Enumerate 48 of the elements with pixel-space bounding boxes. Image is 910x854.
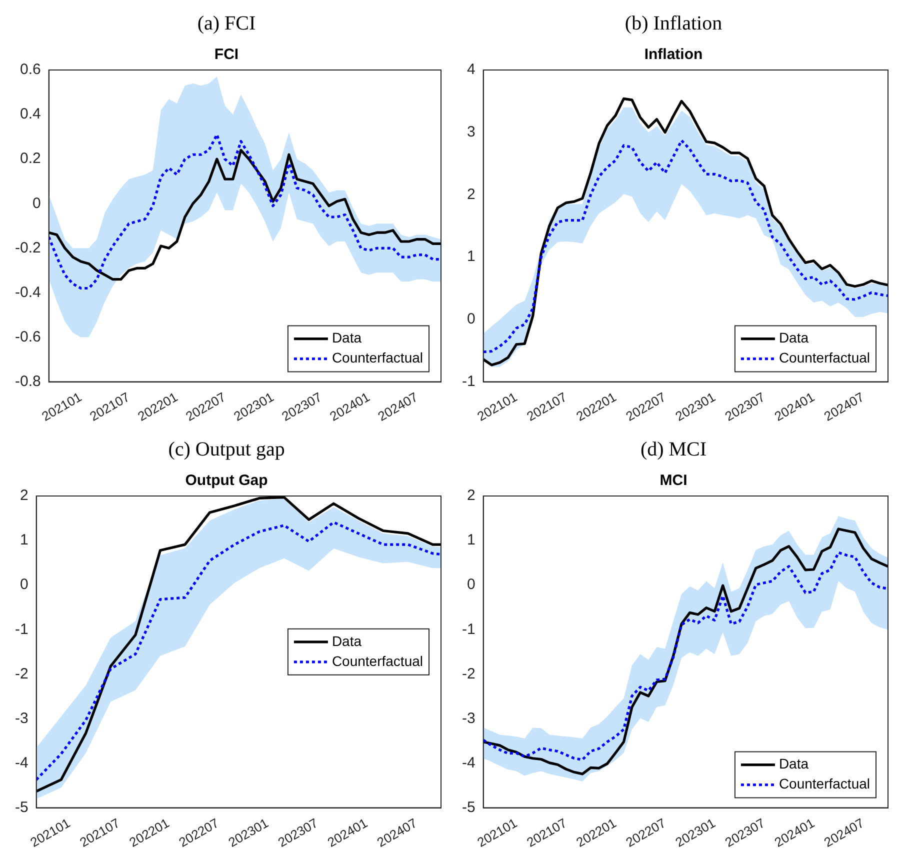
y-tick-label: -1: [14, 620, 28, 638]
chart-title: (c) Output gap: [168, 438, 285, 460]
y-tick-label: 0: [32, 194, 41, 212]
y-tick-label: -0.4: [14, 284, 41, 301]
y-tick-label: -0.2: [14, 239, 41, 256]
legend-label: Counterfactual: [778, 776, 870, 792]
chart-subtitle: MCI: [660, 472, 688, 490]
y-tick-label: 1: [466, 248, 476, 266]
y-tick-label: -1: [462, 372, 476, 390]
y-tick-label: 4: [466, 61, 476, 78]
chart-subtitle: FCI: [214, 46, 239, 64]
y-tick-label: 0: [466, 576, 476, 594]
y-tick-label: -0.8: [14, 372, 41, 390]
legend-label: Counterfactual: [332, 652, 424, 669]
y-tick-label: 0.2: [20, 150, 41, 168]
y-tick-label: 2: [466, 186, 476, 203]
y-tick-label: -2: [462, 665, 476, 682]
y-tick-label: -1: [462, 620, 476, 638]
y-tick-label: 2: [466, 487, 476, 504]
chart-subtitle: Output Gap: [185, 472, 268, 490]
y-tick-label: -3: [462, 710, 476, 727]
line-series: [483, 139, 888, 354]
chart-title: (a) FCI: [197, 12, 256, 34]
legend-label: Data: [332, 632, 362, 649]
line-series: [48, 133, 441, 290]
y-tick-label: -0.6: [14, 328, 41, 346]
y-tick-label: 0: [466, 310, 476, 328]
legend-label: Data: [778, 330, 809, 346]
y-tick-label: 3: [466, 124, 476, 140]
y-tick-label: -5: [14, 798, 28, 816]
y-tick-label: -3: [14, 710, 28, 727]
y-tick-label: 0: [20, 576, 28, 594]
legend-label: Data: [778, 756, 809, 772]
y-tick-label: -4: [462, 754, 476, 772]
y-tick-label: 1: [466, 532, 476, 549]
legend-label: Counterfactual: [332, 350, 424, 366]
y-tick-label: 1: [20, 532, 28, 549]
chart-subtitle: Inflation: [644, 46, 703, 64]
chart-title: (d) MCI: [640, 438, 707, 460]
chart-title: (b) Inflation: [624, 12, 722, 34]
y-tick-label: 2: [20, 487, 28, 504]
y-tick-label: -4: [14, 754, 28, 772]
legend-label: Data: [332, 330, 362, 346]
y-tick-label: 0.6: [20, 61, 41, 78]
y-tick-label: 0.4: [20, 106, 41, 123]
y-tick-label: -2: [14, 665, 28, 682]
y-tick-label: -5: [462, 798, 476, 816]
legend-label: Counterfactual: [778, 350, 870, 366]
